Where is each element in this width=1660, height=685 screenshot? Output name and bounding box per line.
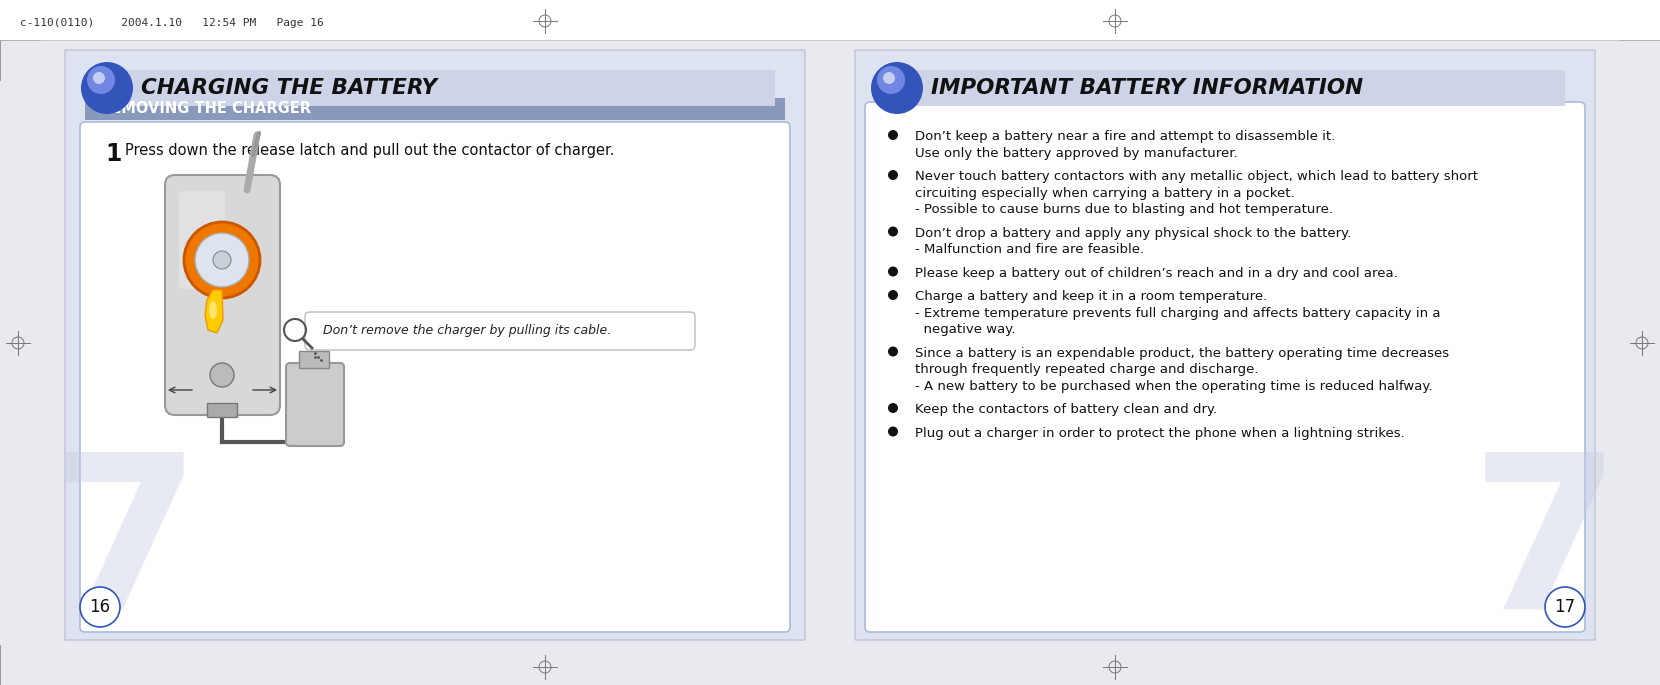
FancyBboxPatch shape: [115, 70, 775, 106]
Circle shape: [86, 66, 115, 94]
Circle shape: [888, 266, 898, 277]
Text: - A new battery to be purchased when the operating time is reduced halfway.: - A new battery to be purchased when the…: [915, 379, 1433, 393]
Circle shape: [888, 227, 898, 236]
FancyBboxPatch shape: [65, 50, 805, 640]
Text: Don’t drop a battery and apply any physical shock to the battery.: Don’t drop a battery and apply any physi…: [915, 227, 1351, 240]
Circle shape: [888, 347, 898, 356]
Text: Press down the release latch and pull out the contactor of charger.: Press down the release latch and pull ou…: [124, 143, 614, 158]
Text: - Malfunction and fire are feasible.: - Malfunction and fire are feasible.: [915, 243, 1144, 256]
Polygon shape: [204, 290, 222, 333]
Circle shape: [888, 290, 898, 300]
Circle shape: [1545, 587, 1585, 627]
Text: 7: 7: [50, 445, 199, 654]
FancyBboxPatch shape: [865, 102, 1585, 632]
Text: CHARGING THE BATTERY: CHARGING THE BATTERY: [141, 78, 437, 98]
Text: circuiting especially when carrying a battery in a pocket.: circuiting especially when carrying a ba…: [915, 186, 1295, 199]
Circle shape: [888, 130, 898, 140]
Text: negative way.: negative way.: [915, 323, 1016, 336]
Text: Never touch battery contactors with any metallic object, which lead to battery s: Never touch battery contactors with any …: [915, 170, 1477, 183]
Text: 1: 1: [105, 142, 121, 166]
FancyBboxPatch shape: [305, 312, 696, 350]
FancyBboxPatch shape: [855, 50, 1595, 640]
Text: c-110(0110)    2004.1.10   12:54 PM   Page 16: c-110(0110) 2004.1.10 12:54 PM Page 16: [20, 18, 324, 28]
Circle shape: [93, 72, 105, 84]
Text: Use only the battery approved by manufacturer.: Use only the battery approved by manufac…: [915, 147, 1238, 160]
Text: Charge a battery and keep it in a room temperature.: Charge a battery and keep it in a room t…: [915, 290, 1267, 303]
FancyBboxPatch shape: [905, 70, 1565, 106]
Circle shape: [81, 62, 133, 114]
Circle shape: [194, 233, 249, 287]
Text: Don’t remove the charger by pulling its cable.: Don’t remove the charger by pulling its …: [324, 323, 611, 336]
Circle shape: [184, 222, 261, 298]
Circle shape: [876, 66, 905, 94]
Text: Plug out a charger in order to protect the phone when a lightning strikes.: Plug out a charger in order to protect t…: [915, 427, 1404, 440]
Text: through frequently repeated charge and discharge.: through frequently repeated charge and d…: [915, 363, 1258, 376]
Text: REMOVING THE CHARGER: REMOVING THE CHARGER: [100, 101, 310, 116]
Text: 16: 16: [90, 598, 111, 616]
Circle shape: [80, 587, 120, 627]
FancyBboxPatch shape: [208, 403, 237, 417]
Text: Please keep a battery out of children’s reach and in a dry and cool area.: Please keep a battery out of children’s …: [915, 266, 1398, 279]
FancyBboxPatch shape: [85, 98, 785, 120]
Text: 17: 17: [1554, 598, 1575, 616]
Text: - Possible to cause burns due to blasting and hot temperature.: - Possible to cause burns due to blastin…: [915, 203, 1333, 216]
Ellipse shape: [209, 301, 217, 319]
Circle shape: [888, 427, 898, 436]
Bar: [0, 0, 1660, 40]
Text: 7: 7: [1471, 445, 1620, 654]
Text: Keep the contactors of battery clean and dry.: Keep the contactors of battery clean and…: [915, 403, 1217, 416]
Text: - Extreme temperature prevents full charging and affects battery capacity in a: - Extreme temperature prevents full char…: [915, 306, 1441, 319]
Circle shape: [888, 170, 898, 180]
Text: Don’t keep a battery near a fire and attempt to disassemble it.: Don’t keep a battery near a fire and att…: [915, 130, 1335, 143]
FancyBboxPatch shape: [164, 175, 281, 415]
Circle shape: [872, 62, 923, 114]
FancyBboxPatch shape: [80, 122, 790, 632]
Circle shape: [212, 251, 231, 269]
FancyBboxPatch shape: [179, 191, 226, 289]
Circle shape: [211, 363, 234, 387]
FancyBboxPatch shape: [286, 363, 344, 446]
Text: Since a battery is an expendable product, the battery operating time decreases: Since a battery is an expendable product…: [915, 347, 1449, 360]
Circle shape: [883, 72, 895, 84]
FancyBboxPatch shape: [299, 351, 329, 368]
Text: IMPORTANT BATTERY INFORMATION: IMPORTANT BATTERY INFORMATION: [931, 78, 1363, 98]
Circle shape: [888, 403, 898, 413]
